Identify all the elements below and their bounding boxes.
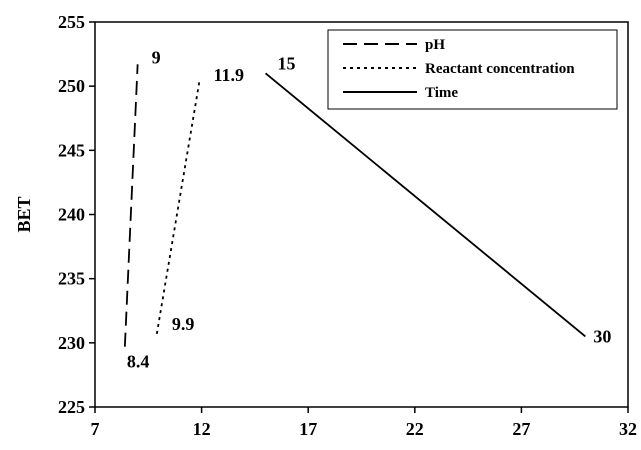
y-tick-label: 250 [58,76,85,96]
y-tick-label: 240 [58,205,85,225]
x-tick-label: 27 [512,419,530,439]
data-label: 30 [593,326,611,346]
data-label: 8.4 [127,352,149,372]
x-tick-label: 17 [299,419,317,439]
x-tick-label: 22 [406,419,424,439]
data-label: 11.9 [213,65,244,85]
legend-label: Reactant concentration [425,61,575,77]
y-axis: 225 230 235 240 245 250 255 [58,12,95,417]
y-tick-label: 235 [58,269,85,289]
x-tick-label: 7 [91,419,100,439]
data-label: 9 [152,47,161,67]
y-tick-label: 245 [58,140,85,160]
data-label: 9.9 [172,314,195,334]
y-tick-label: 225 [58,397,85,417]
series-line-0 [123,64,139,347]
x-axis: 7 12 17 22 27 32 [91,407,637,439]
legend-label: Time [425,85,458,101]
y-axis-title: BET [14,196,34,232]
legend-label: pH [425,37,445,53]
legend: pH Reactant concentration Time [327,29,618,110]
series-line-1 [155,80,201,334]
series-layer: 8.4 9 9.9 11.9 15 30 [123,47,611,372]
data-label: 15 [278,53,296,73]
y-tick-label: 230 [58,333,85,353]
x-tick-label: 32 [619,419,637,439]
x-tick-label: 12 [193,419,211,439]
series-line-2 [264,72,586,338]
y-tick-label: 255 [58,12,85,32]
